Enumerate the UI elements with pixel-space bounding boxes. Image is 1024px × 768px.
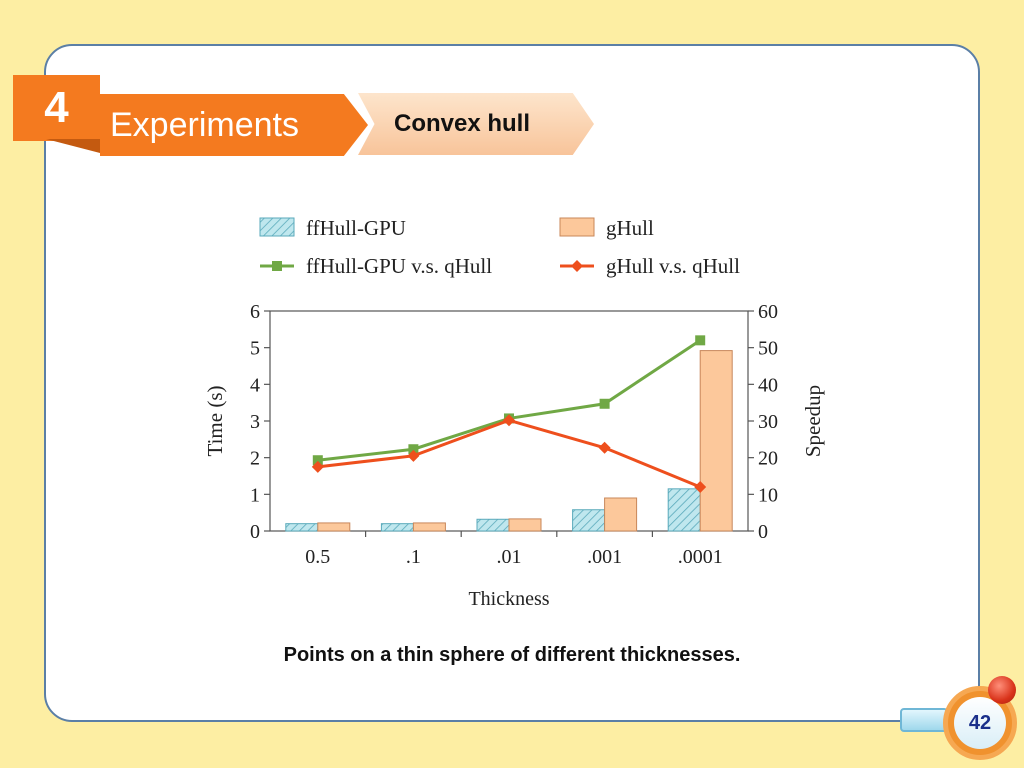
x-tick-label: 0.5	[305, 546, 330, 568]
page-badge-dot	[988, 676, 1016, 704]
slide-card	[44, 44, 980, 722]
y-tick-label: 3	[250, 411, 260, 433]
y2-tick-label: 60	[758, 301, 778, 323]
legend-marker-ffhull-gpu-speedup	[272, 261, 282, 271]
page-number: 42	[968, 711, 992, 734]
y2-tick-label: 10	[758, 484, 778, 506]
page-number-face: 42	[954, 697, 1006, 749]
y2-tick-label: 50	[758, 338, 778, 360]
ffhull-gpu-speedup-point	[312, 455, 323, 466]
y2-tick-label: 40	[758, 374, 778, 396]
section-subtitle: Convex hull	[394, 110, 531, 137]
ghull-speedup-point	[503, 414, 515, 427]
ghull-bar	[604, 497, 638, 532]
ghull-bar	[699, 350, 733, 532]
ghull-speedup-point	[694, 481, 707, 493]
y-tick-label: 5	[250, 338, 260, 360]
subtitle-tab	[358, 93, 594, 155]
ffhull-gpu-bar	[476, 518, 510, 532]
x-tick-label: .01	[497, 546, 522, 568]
y-tick-label: 1	[250, 484, 260, 506]
ghull-bar	[412, 522, 446, 532]
section-number-fold	[46, 139, 100, 153]
section-number: 4	[44, 83, 69, 132]
ghull-speedup-point	[407, 449, 420, 462]
y-tick-label: 4	[250, 374, 260, 396]
ffhull-gpu-speedup-line	[317, 339, 702, 462]
chart-caption: Points on a thin sphere of different thi…	[283, 644, 741, 666]
page-tab	[900, 708, 948, 732]
x-axis-title: Thickness	[468, 588, 549, 610]
y2-tick-label: 0	[758, 521, 768, 543]
section-title-tab	[100, 94, 368, 156]
ghull-bar	[508, 518, 542, 532]
ghull-speedup-point	[598, 441, 611, 454]
page-number-badge: 42	[943, 686, 1017, 760]
y-axis-title: Time (s)	[203, 386, 227, 457]
ffhull-gpu-bar	[667, 488, 701, 532]
ffhull-gpu-speedup-point	[408, 444, 419, 455]
ffhull-gpu-bar	[572, 509, 606, 532]
x-tick-label: .1	[406, 546, 421, 568]
legend-label: gHull v.s. qHull	[606, 254, 740, 278]
x-tick-label: .0001	[678, 546, 723, 568]
y2-tick-label: 20	[758, 448, 778, 470]
y2-axis-title: Speedup	[801, 385, 825, 457]
ffhull-gpu-speedup-point	[599, 398, 610, 409]
y2-tick-label: 30	[758, 411, 778, 433]
ghull-speedup-point	[311, 460, 324, 473]
legend-swatch-ghull-bar	[559, 217, 595, 237]
ffhull-gpu-bar	[285, 523, 319, 532]
y-tick-label: 0	[250, 521, 260, 543]
y-tick-label: 2	[250, 448, 260, 470]
x-tick-label: .001	[587, 546, 622, 568]
ffhull-gpu-bar	[380, 523, 414, 532]
section-number-badge: 4	[13, 75, 100, 141]
thickness-chart: 012345601020304050600.5.1.01.001.0001Thi…	[203, 216, 825, 610]
y-tick-label: 6	[250, 301, 260, 323]
legend-label: ffHull-GPU	[306, 216, 406, 240]
legend-label: gHull	[606, 216, 654, 240]
legend-swatch-ffhull-gpu-bar	[259, 217, 295, 237]
section-title: Experiments	[110, 106, 299, 144]
ffhull-gpu-speedup-point	[695, 335, 706, 346]
ghull-bar	[317, 522, 351, 532]
legend-marker-ghull-speedup	[571, 260, 583, 272]
legend-label: ffHull-GPU v.s. qHull	[306, 254, 492, 278]
